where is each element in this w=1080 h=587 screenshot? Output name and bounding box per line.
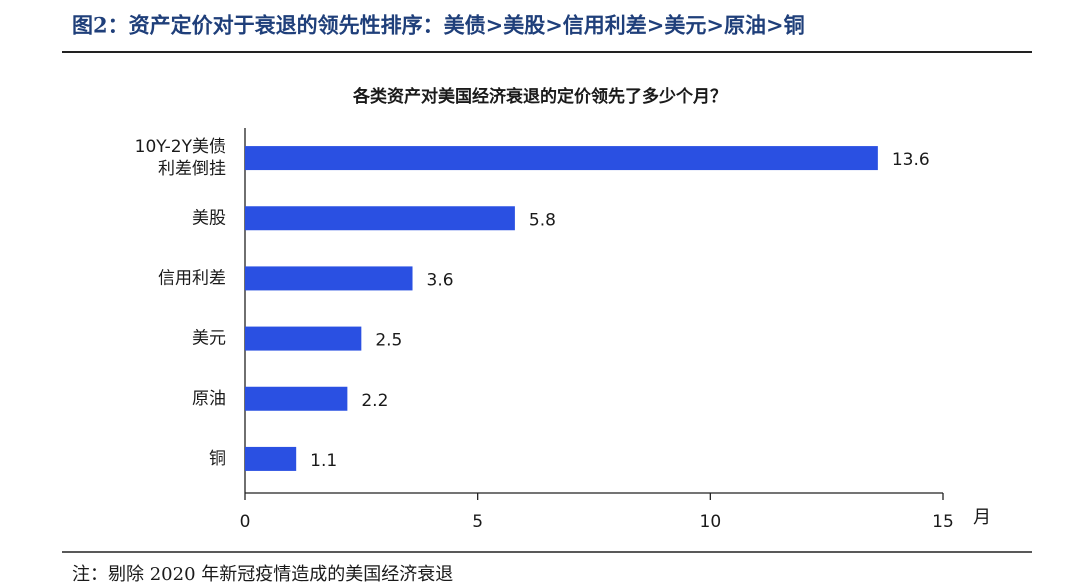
x-tick-label: 5 (472, 512, 483, 532)
value-label: 13.6 (892, 150, 930, 170)
footnote: 注：剔除 2020 年新冠疫情造成的美国经济衰退 (72, 564, 453, 585)
figure-title: 图2：资产定价对于衰退的领先性排序：美债>美股>信用利差>美元>原油>铜 (72, 13, 805, 38)
value-label: 3.6 (427, 270, 454, 290)
y-tick-label: 信用利差 (158, 268, 226, 288)
y-tick-label: 10Y-2Y美债利差倒挂 (135, 137, 226, 179)
bar (245, 146, 878, 171)
y-tick-label: 美股 (192, 208, 226, 228)
y-tick-label: 铜 (209, 449, 226, 469)
y-tick-label: 原油 (192, 389, 226, 409)
value-label: 5.8 (529, 210, 556, 230)
x-axis-unit: 月 (973, 507, 991, 528)
x-tick-label: 10 (700, 512, 722, 532)
x-tick-label: 15 (932, 512, 954, 532)
x-tick-label: 0 (240, 512, 251, 532)
bar (245, 206, 515, 231)
bar (245, 386, 348, 411)
bar (245, 446, 297, 471)
value-label: 2.5 (375, 331, 402, 351)
value-label: 2.2 (361, 391, 388, 411)
y-tick-label: 美元 (192, 329, 226, 349)
chart-title: 各类资产对美国经济衰退的定价领先了多少个月？ (352, 86, 727, 107)
value-label: 1.1 (310, 451, 337, 471)
bar (245, 266, 413, 291)
y-tick-label-line: 10Y-2Y美债 (135, 137, 226, 157)
y-tick-label-line: 利差倒挂 (158, 159, 226, 179)
bar (245, 326, 362, 351)
